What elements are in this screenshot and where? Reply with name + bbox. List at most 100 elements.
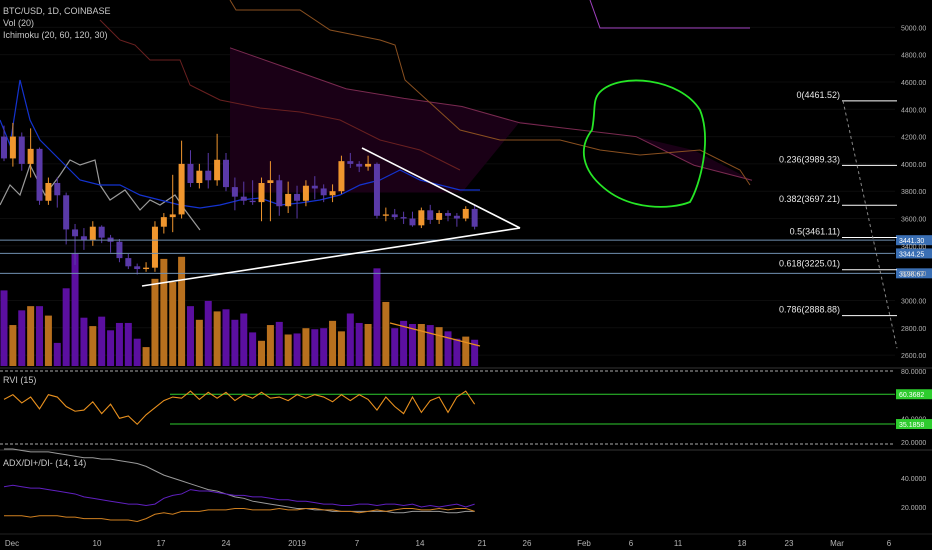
candle-body — [409, 218, 416, 226]
candle-body — [54, 183, 61, 196]
time-axis-tick: 21 — [478, 539, 487, 548]
candle-body — [258, 183, 265, 203]
time-axis-tick: 26 — [523, 539, 532, 548]
time-axis-tick: 14 — [416, 539, 425, 548]
rvi-level-label: 35.1858 — [899, 422, 924, 429]
candle-body — [27, 148, 34, 164]
volume-bar — [444, 331, 452, 366]
volume-bar — [284, 334, 292, 366]
candle-body — [320, 188, 327, 196]
fib-level-label: 0.382(3697.21) — [779, 194, 840, 204]
volume-bar — [124, 322, 132, 366]
volume-bar — [391, 328, 399, 366]
fib-level-label: 0.786(2888.88) — [779, 305, 840, 315]
volume-bar — [258, 340, 266, 366]
candle-body — [98, 226, 105, 238]
volume-bar — [240, 313, 248, 366]
time-axis-tick: Feb — [577, 539, 591, 548]
candle-body — [249, 200, 256, 203]
price-axis-tick: 4000.00 — [901, 162, 926, 169]
ichimoku-span-b — [229, 47, 753, 181]
time-axis-tick: 23 — [785, 539, 794, 548]
ichimoku-cloud — [230, 47, 752, 193]
volume-bar — [426, 325, 434, 366]
candle-body — [196, 170, 203, 183]
rvi-axis-tick: 20.0000 — [901, 440, 926, 447]
volume-bar — [408, 324, 416, 366]
candle-body — [72, 229, 79, 237]
price-axis-tick: 3800.00 — [901, 189, 926, 196]
volume-bar — [346, 313, 354, 366]
volume-bar — [275, 321, 283, 366]
candle-body — [169, 214, 176, 218]
candle-body — [347, 161, 354, 164]
volume-trend-line — [389, 322, 481, 347]
volume-bar — [133, 338, 141, 366]
price-axis-tick: 5000.00 — [901, 25, 926, 32]
candle-body — [9, 136, 16, 159]
volume-bars — [0, 253, 479, 366]
rvi-indicator-label[interactable]: RVI (15) — [3, 375, 37, 385]
price-axis-tick: 4200.00 — [901, 135, 926, 142]
price-axis-tick: 4400.00 — [901, 107, 926, 114]
volume-bar — [27, 306, 35, 366]
di-plus-line — [3, 484, 475, 508]
candle-body — [116, 241, 123, 259]
candles — [1, 122, 478, 275]
candle-body — [427, 210, 434, 220]
candle-body — [125, 258, 132, 267]
adx-line — [4, 448, 475, 514]
price-axis-tick: 3200.00 — [901, 271, 926, 278]
rvi-level-tag — [896, 389, 932, 400]
ichimoku-span-a — [229, 0, 751, 186]
volume-bar — [89, 326, 97, 366]
volume-bar — [115, 322, 123, 366]
volume-indicator-label[interactable]: Vol (20) — [3, 18, 35, 28]
candle-body — [276, 180, 283, 207]
price-tag-label: 3441.30 — [899, 238, 924, 245]
volume-bar — [0, 290, 8, 366]
triangle-lower-line — [141, 227, 521, 287]
candle-body — [143, 267, 150, 270]
candle-body — [302, 185, 309, 201]
ichimoku-indicator-label[interactable]: Ichimoku (20, 60, 120, 30) — [3, 30, 108, 40]
volume-bar — [107, 330, 115, 366]
adx-axis-tick: 20.0000 — [901, 505, 926, 512]
price-axis-tick: 3600.00 — [901, 217, 926, 224]
volume-bar — [231, 319, 239, 366]
candle-body — [214, 159, 221, 181]
ichimoku-base-line — [99, 19, 461, 171]
candle-body — [178, 163, 185, 215]
candle-body — [151, 226, 158, 268]
candle-body — [329, 191, 336, 196]
volume-bar — [62, 288, 70, 366]
volume-bar — [320, 328, 328, 366]
fib-trend-line — [842, 100, 898, 349]
candle-body — [80, 236, 87, 241]
time-axis-tick: Mar — [830, 539, 844, 548]
highlight-circle — [583, 79, 706, 208]
volume-bar — [337, 331, 345, 366]
candle-body — [18, 136, 25, 164]
time-axis-tick: 11 — [674, 539, 683, 548]
candle-body — [311, 185, 318, 189]
volume-bar — [400, 320, 408, 366]
volume-bar — [355, 322, 363, 366]
candle-body — [294, 193, 301, 201]
adx-indicator-label[interactable]: ADX/DI+/DI- (14, 14) — [3, 458, 87, 468]
volume-bar — [462, 336, 470, 366]
candle-body — [338, 161, 345, 192]
candle-body — [160, 217, 167, 227]
volume-bar — [18, 310, 26, 366]
candle-body — [205, 170, 212, 181]
volume-bar — [142, 347, 150, 366]
price-tag-label: 3344.25 — [899, 251, 924, 258]
time-axis-tick: 6 — [629, 539, 634, 548]
volume-bar — [178, 256, 186, 366]
price-axis-tick: 3400.00 — [901, 244, 926, 251]
volume-bar — [266, 325, 274, 366]
ichimoku-lagging-span — [0, 159, 201, 231]
rvi-line — [3, 390, 476, 426]
symbol-title[interactable]: BTC/USD, 1D, COINBASE — [3, 6, 111, 16]
